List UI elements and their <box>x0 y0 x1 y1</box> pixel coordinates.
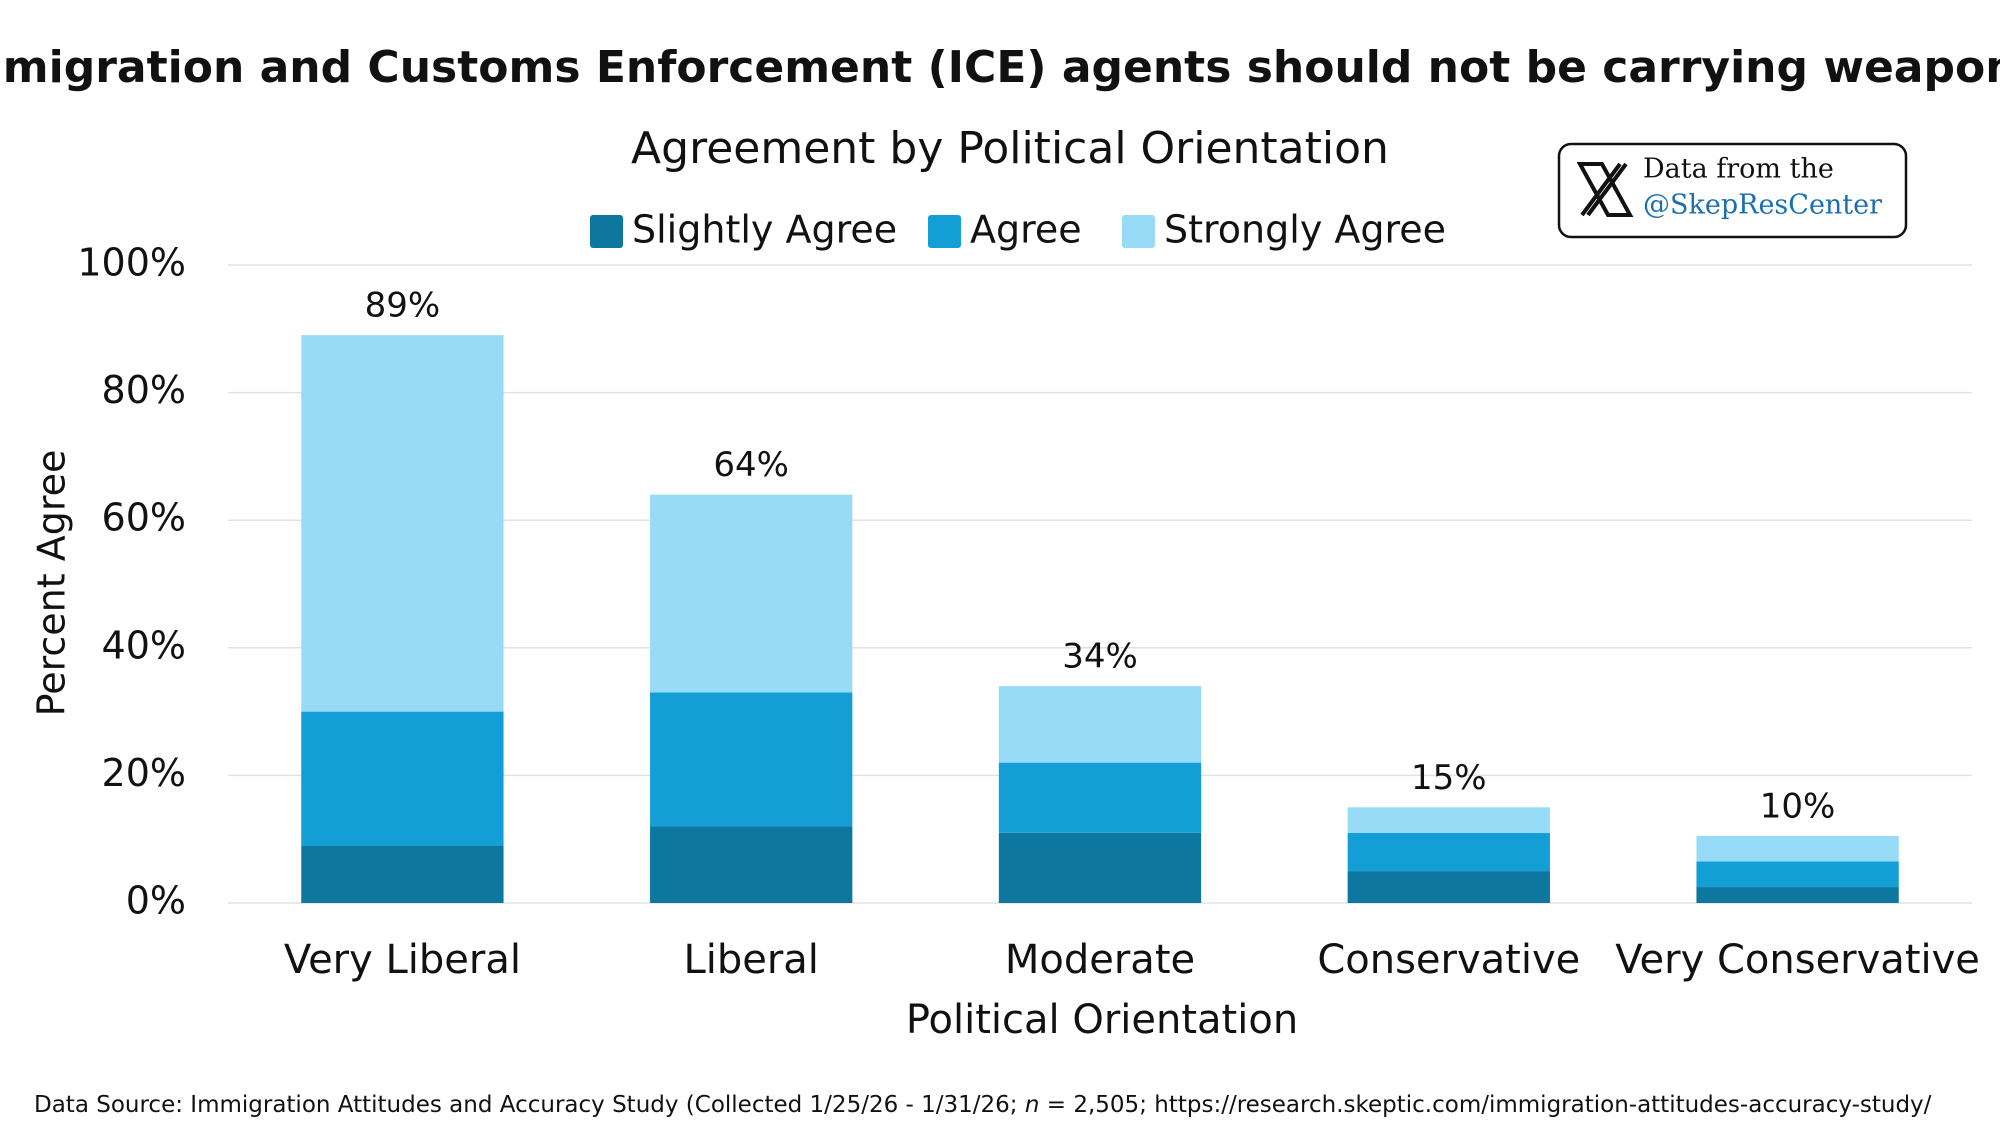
legend-swatch <box>1122 215 1155 248</box>
x-tick-label: Liberal <box>683 937 818 983</box>
bar-segment <box>1347 871 1550 903</box>
bar-segment <box>998 686 1202 763</box>
y-tick-label: 80% <box>102 368 186 412</box>
chart-subtitle: Agreement by Political Orientation <box>631 123 1389 174</box>
x-tick-label: Very Liberal <box>284 937 521 983</box>
y-tick-label: 20% <box>102 751 186 795</box>
legend-swatch <box>590 215 623 248</box>
total-label: 64% <box>713 445 789 485</box>
badge-line: Data from the <box>1643 154 1834 185</box>
chart-title: “Immigration and Customs Enforcement (IC… <box>0 42 2000 93</box>
source-part: Data Source: Immigration Attitudes and A… <box>34 1092 1025 1118</box>
legend-swatch <box>928 215 961 248</box>
bar-segment <box>1347 832 1550 872</box>
y-tick-label: 60% <box>102 496 186 540</box>
x-tick-label: Conservative <box>1317 937 1580 983</box>
legend-label: Slightly Agree <box>632 208 897 252</box>
x-logo <box>1576 162 1634 217</box>
bar-segment <box>301 845 504 903</box>
bar-segment <box>998 762 1202 833</box>
y-axis-title: Percent Agree <box>30 450 74 717</box>
bar-segment <box>650 692 853 827</box>
total-label: 34% <box>1062 637 1138 677</box>
bar-segment <box>301 711 504 846</box>
y-tick-label: 40% <box>102 623 186 667</box>
y-tick-label: 100% <box>77 241 186 285</box>
badge: Data from the @SkepResCenter <box>1557 142 1908 239</box>
x-tick-label: Very Conservative <box>1615 937 1980 983</box>
legend-label: Strongly Agree <box>1164 208 1446 252</box>
badge-box <box>1557 142 1908 239</box>
badge-handle: @SkepResCenter <box>1643 190 1882 221</box>
bar-segment <box>998 832 1202 903</box>
source-note: Data Source: Immigration Attitudes and A… <box>34 1092 1932 1118</box>
bar-segment <box>1347 807 1550 833</box>
x-axis-title: Political Orientation <box>906 997 1298 1043</box>
bar-segment <box>1696 836 1899 862</box>
x-tick-label: Moderate <box>1005 937 1195 983</box>
legend-label: Agree <box>970 208 1082 252</box>
bar-segment <box>1696 887 1899 903</box>
total-label: 10% <box>1760 787 1836 827</box>
bar-segment <box>1696 861 1899 888</box>
source-part: = 2,505; https://research.skeptic.com/im… <box>1039 1092 1931 1118</box>
bar-segment <box>650 826 853 903</box>
bar-segment <box>301 335 504 712</box>
source-part: n <box>1025 1092 1040 1118</box>
y-tick-label: 0% <box>126 879 186 923</box>
total-label: 89% <box>365 286 441 326</box>
bar-segment <box>650 494 853 693</box>
total-label: 15% <box>1411 758 1487 798</box>
